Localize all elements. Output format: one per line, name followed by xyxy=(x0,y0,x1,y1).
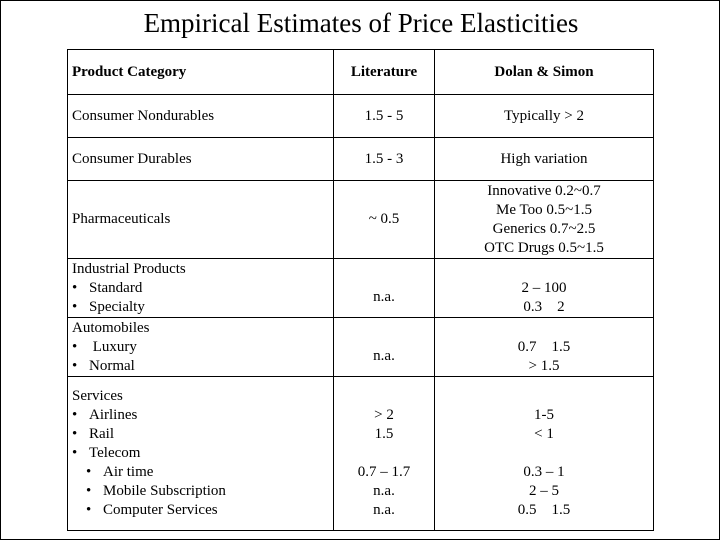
bullet-icon: • xyxy=(72,298,78,315)
list-item-label: Standard xyxy=(89,279,143,296)
value-line: n.a. xyxy=(373,289,395,305)
table-row: Industrial Products • Standard • Specialty… xyxy=(67,258,654,318)
category-heading: Services xyxy=(72,388,123,404)
value-line: 1-5 xyxy=(534,407,554,423)
row-literature: n.a. xyxy=(333,258,435,318)
header-product-category: Product Category xyxy=(67,49,334,95)
bullet-icon: • xyxy=(86,464,92,480)
table-row: Automobiles • Luxury • Normal n.a. 0.7 1.… xyxy=(67,317,654,377)
value-line: Generics 0.7~2.5 xyxy=(492,220,596,237)
bullet-icon: • xyxy=(72,445,78,461)
elasticity-table: Product Category Literature Dolan & Simo… xyxy=(67,49,654,531)
row-category: Consumer Nondurables xyxy=(67,94,334,138)
row-category: Automobiles • Luxury • Normal xyxy=(67,317,334,377)
list-item-label: Air time xyxy=(103,464,154,480)
header-literature: Literature xyxy=(333,49,435,95)
value-line: n.a. xyxy=(373,348,395,364)
list-item: • Standard xyxy=(72,279,329,298)
list-item-label: Mobile Subscription xyxy=(103,483,226,499)
value-line: n.a. xyxy=(373,483,395,499)
value-line: > 2 xyxy=(374,407,394,423)
list-item-label: Luxury xyxy=(89,338,137,355)
table-row: Pharmaceuticals ~ 0.5 Innovative 0.2~0.7… xyxy=(67,180,654,259)
value-line: 0.3 2 xyxy=(523,298,565,315)
list-item: • Luxury xyxy=(72,338,329,357)
sub-list-item: • Air time xyxy=(72,463,329,482)
value-line: Innovative 0.2~0.7 xyxy=(487,182,601,199)
list-item-label: Computer Services xyxy=(103,502,218,518)
list-item: • Specialty xyxy=(72,298,329,317)
value-line: 0.7 – 1.7 xyxy=(357,464,411,480)
row-category: Industrial Products • Standard • Specialty xyxy=(67,258,334,318)
value-line: n.a. xyxy=(373,502,395,518)
row-literature: ~ 0.5 xyxy=(333,180,435,259)
value-line: 2 – 5 xyxy=(529,483,559,499)
value-line: 0.3 – 1 xyxy=(523,464,565,480)
bullet-icon: • xyxy=(72,426,78,442)
row-dolan-simon: Innovative 0.2~0.7 Me Too 0.5~1.5 Generi… xyxy=(434,180,654,259)
row-dolan-simon: Typically > 2 xyxy=(434,94,654,138)
value-line: 0.7 1.5 xyxy=(517,338,571,355)
row-dolan-simon: High variation xyxy=(434,137,654,181)
list-item: • Rail xyxy=(72,425,329,444)
bullet-icon: • xyxy=(72,338,78,355)
header-dolan-simon: Dolan & Simon xyxy=(434,49,654,95)
list-item-label: Telecom xyxy=(89,445,141,461)
bullet-icon: • xyxy=(86,483,92,499)
row-category: Pharmaceuticals xyxy=(67,180,334,259)
bullet-icon: • xyxy=(72,357,78,374)
value-line: 2 – 100 xyxy=(521,279,567,296)
row-dolan-simon: 1-5 < 1 0.3 – 1 2 – 5 0.5 1.5 xyxy=(434,376,654,531)
row-dolan-simon: 2 – 100 0.3 2 xyxy=(434,258,654,318)
value-line: Me Too 0.5~1.5 xyxy=(496,201,592,218)
sub-list-item: • Mobile Subscription xyxy=(72,482,329,501)
list-item-label: Airlines xyxy=(89,407,138,423)
header-row: Product Category Literature Dolan & Simo… xyxy=(67,49,654,95)
value-line: 1.5 xyxy=(374,426,394,442)
table-row: Consumer Durables 1.5 - 3 High variation xyxy=(67,137,654,181)
row-literature: 1.5 - 5 xyxy=(333,94,435,138)
bullet-icon: • xyxy=(72,407,78,423)
row-literature: n.a. xyxy=(333,317,435,377)
list-item: • Normal xyxy=(72,357,329,376)
category-heading: Industrial Products xyxy=(72,260,186,277)
slide-title: Empirical Estimates of Price Elasticitie… xyxy=(143,8,579,38)
value-line: < 1 xyxy=(534,426,554,442)
category-heading: Automobiles xyxy=(72,319,150,336)
value-line: OTC Drugs 0.5~1.5 xyxy=(484,239,604,256)
list-item-label: Rail xyxy=(89,426,114,442)
sub-list-item: • Computer Services xyxy=(72,501,329,520)
list-item: • Telecom xyxy=(72,444,329,463)
row-category: Services • Airlines • Rail • Telecom • Air t… xyxy=(67,376,334,531)
table-row: Services • Airlines • Rail • Telecom • Air t… xyxy=(67,376,654,531)
table-row: Consumer Nondurables 1.5 - 5 Typically >… xyxy=(67,94,654,138)
row-dolan-simon: 0.7 1.5 > 1.5 xyxy=(434,317,654,377)
list-item: • Airlines xyxy=(72,406,329,425)
list-item-label: Normal xyxy=(89,357,135,374)
list-item-label: Specialty xyxy=(89,298,145,315)
bullet-icon: • xyxy=(86,502,92,518)
row-literature: 1.5 - 3 xyxy=(333,137,435,181)
value-line: 0.5 1.5 xyxy=(517,502,571,518)
bullet-icon: • xyxy=(72,279,78,296)
row-category: Consumer Durables xyxy=(67,137,334,181)
row-literature: > 2 1.5 0.7 – 1.7 n.a. n.a. xyxy=(333,376,435,531)
value-line: > 1.5 xyxy=(528,357,560,374)
